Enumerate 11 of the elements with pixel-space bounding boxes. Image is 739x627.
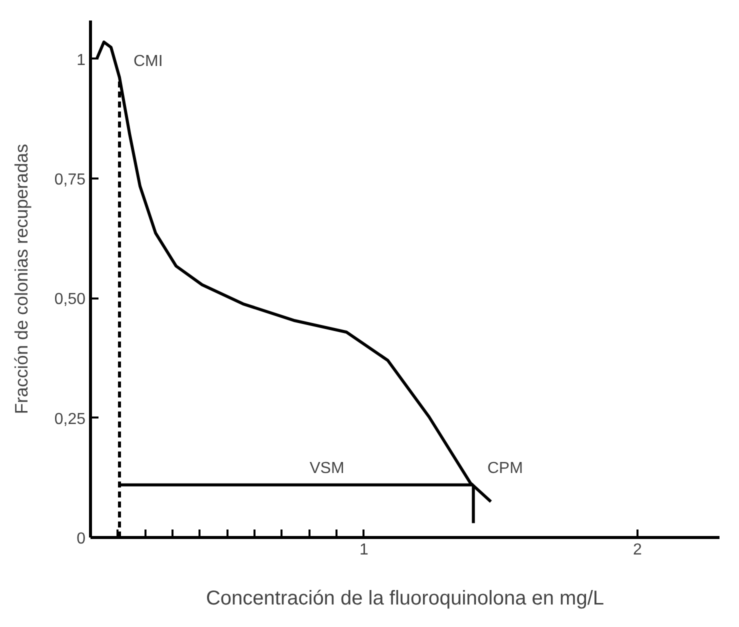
x-axis-title: Concentración de la fluoroquinolona en mg/L <box>206 588 604 610</box>
y-tick-label: 0,50 <box>54 291 86 308</box>
annotation: CPM <box>487 460 523 477</box>
y-tick-label: 0 <box>76 530 86 548</box>
y-tick-label: 0,25 <box>54 410 86 428</box>
x-tick-label: 2 <box>633 542 642 558</box>
y-tick-label: 0,75 <box>54 171 86 188</box>
annotation: CMI <box>133 52 163 70</box>
y-tick-label: 1 <box>76 52 86 69</box>
annotation: VSM <box>310 460 344 477</box>
y-axis-title: Fracción de colonias recuperadas <box>11 144 32 414</box>
